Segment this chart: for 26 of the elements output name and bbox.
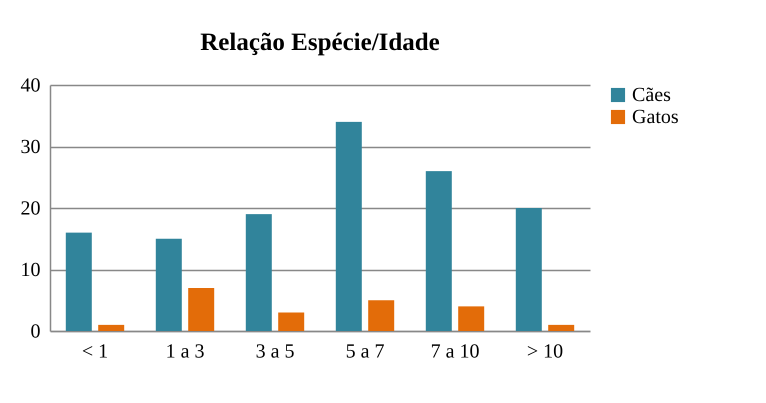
x-tick-label: 5 a 7	[346, 340, 384, 362]
bar	[516, 208, 542, 331]
bar	[246, 214, 272, 331]
y-tick-label: 30	[20, 136, 40, 158]
bar	[156, 238, 182, 331]
x-tick-label: 1 a 3	[166, 340, 204, 362]
y-tick-label: 20	[20, 198, 40, 220]
legend-label: Gatos	[632, 106, 679, 128]
legend-label: Cães	[632, 84, 672, 106]
x-tick-label: 7 a 10	[430, 340, 480, 362]
chart-title: Relação Espécie/Idade	[200, 29, 440, 56]
bar	[548, 324, 574, 331]
bar	[368, 300, 394, 331]
x-tick-label: 3 a 5	[256, 340, 294, 362]
y-tick-label: 10	[20, 259, 40, 281]
bar	[336, 122, 362, 331]
bar	[426, 171, 452, 331]
x-tick-label: > 10	[526, 340, 564, 362]
bar	[188, 288, 214, 331]
y-tick-label: 40	[20, 74, 40, 96]
bar	[98, 324, 124, 331]
bar	[458, 306, 484, 331]
bar	[66, 232, 92, 331]
x-tick-label: < 1	[82, 340, 108, 362]
bar	[278, 312, 304, 331]
y-tick-label: 0	[30, 320, 40, 342]
